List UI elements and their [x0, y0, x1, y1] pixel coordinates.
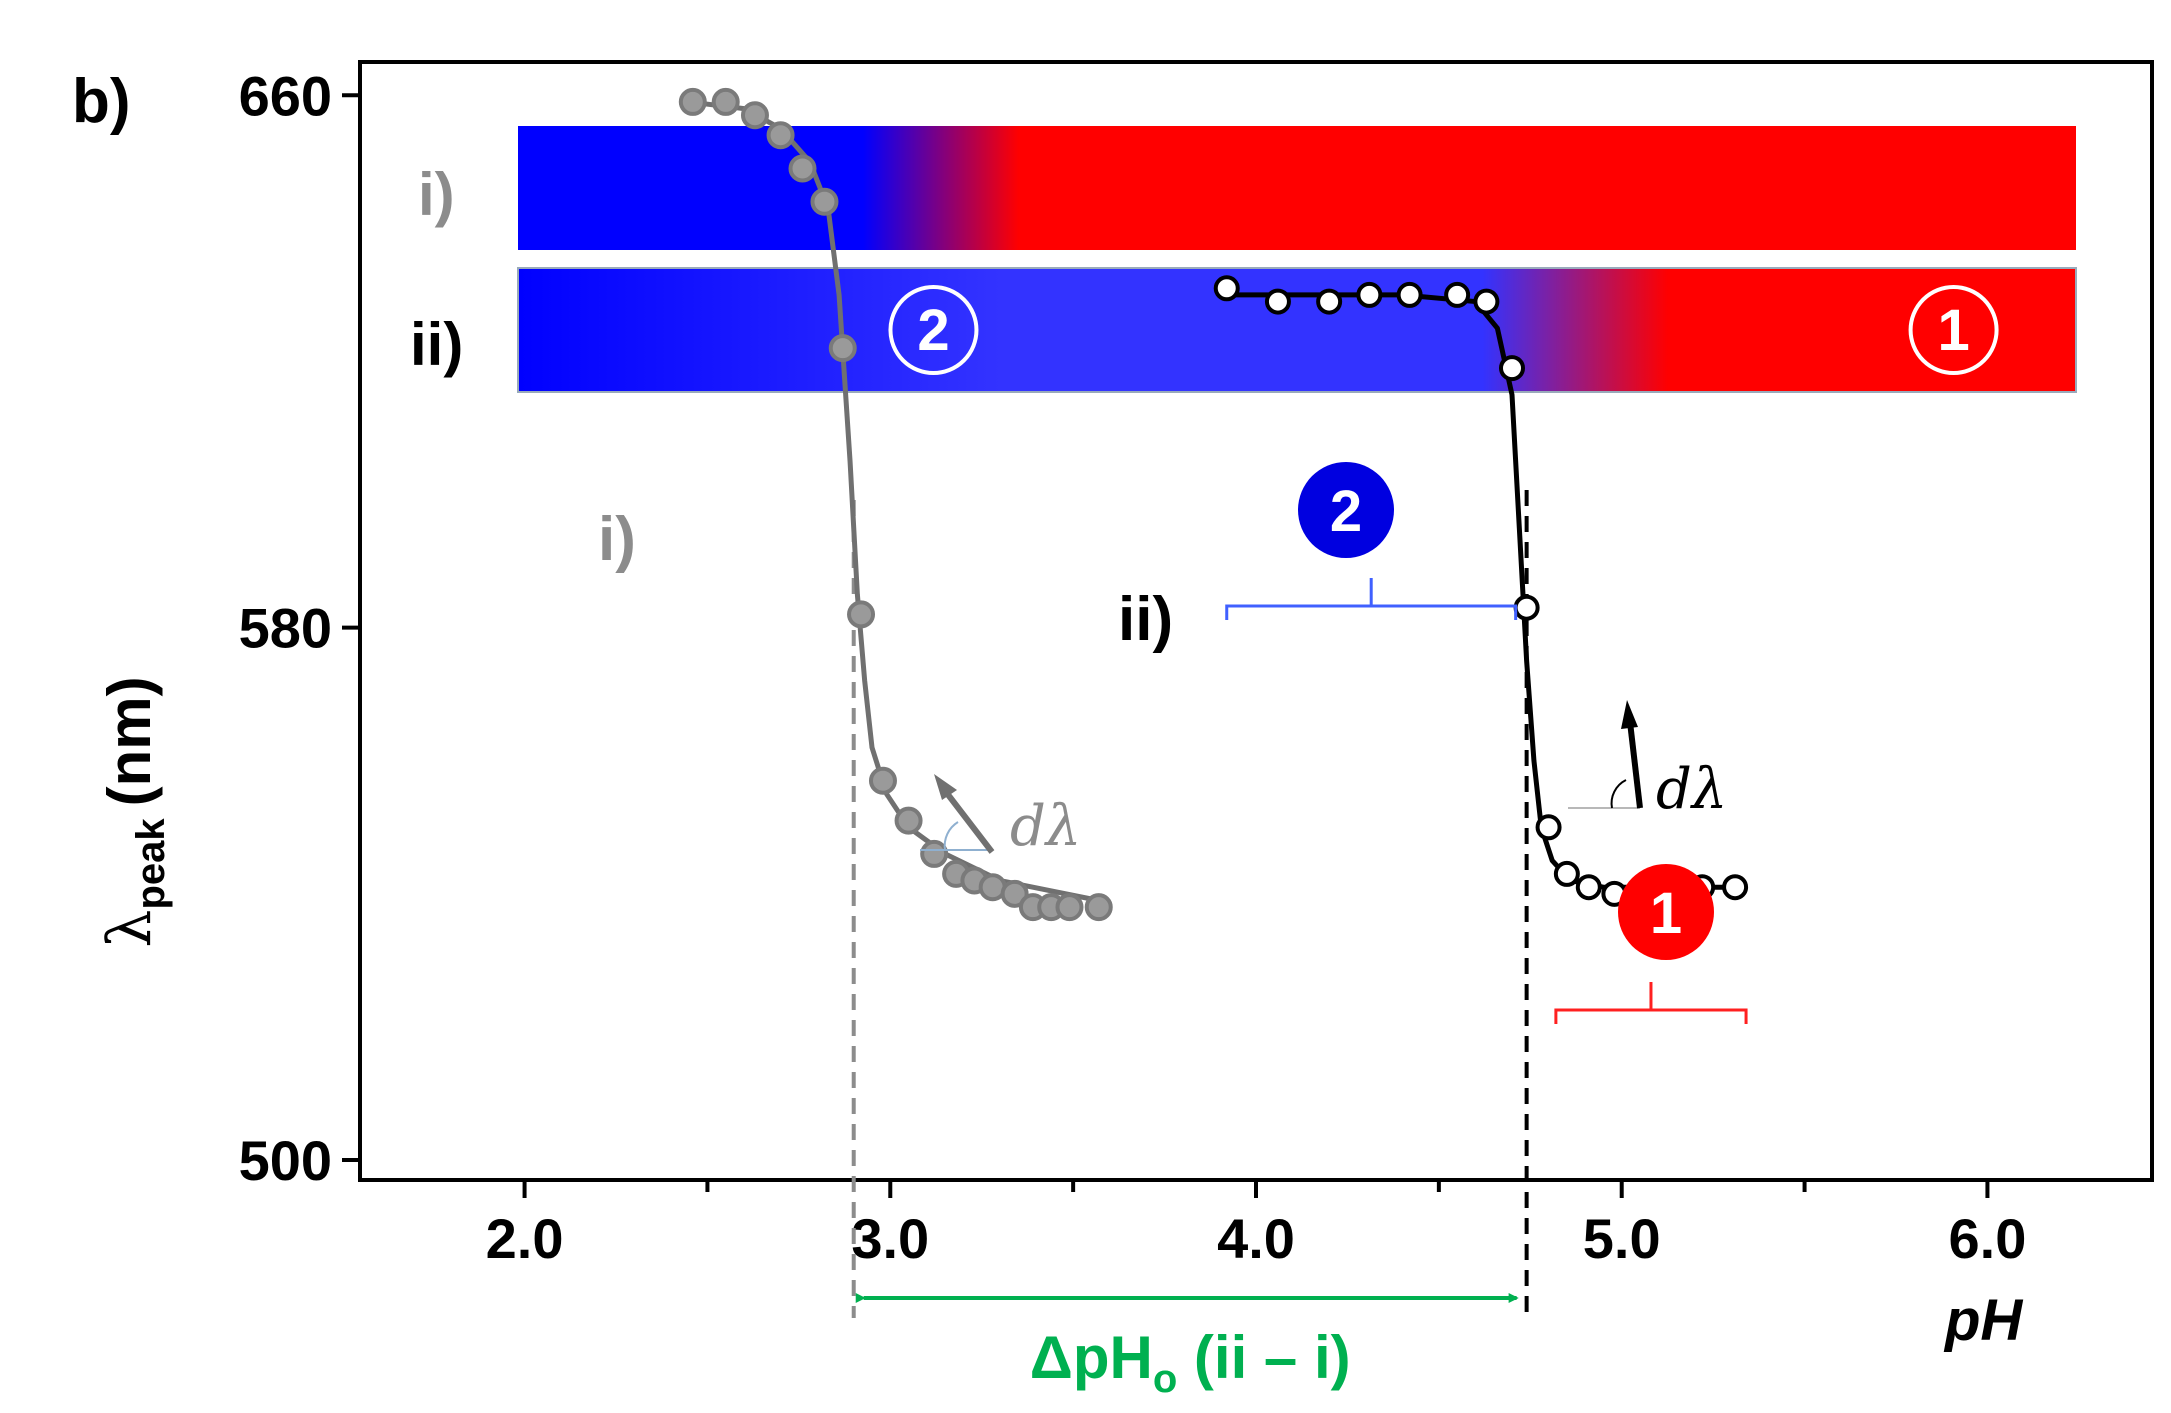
dlambda-i-arrow-shaft: [943, 790, 995, 854]
svg-text:λpeak(nm): λpeak (nm): [95, 676, 173, 947]
series-1-point-7: [1499, 355, 1525, 382]
badge-state-1-text: 1: [1650, 881, 1682, 946]
badge-state-2-text: 2: [1330, 479, 1362, 544]
dlambda-ii-angle-arc: [1610, 779, 1627, 809]
color-bars: i) ii) 2 1: [410, 126, 2077, 393]
series-0-point-5: [810, 187, 839, 216]
dlambda-ii-arrow-shaft: [1627, 721, 1643, 809]
bracket-2-path: [1225, 578, 1518, 620]
bracket-state-2: [1225, 578, 1518, 620]
series-1-point-10: [1553, 860, 1580, 887]
x-tick-label-0: 2.0: [486, 1207, 564, 1270]
badge-state-1: 1: [1618, 864, 1714, 960]
color-bar-badge-1-text: 1: [1937, 298, 1969, 363]
series-0-point-4: [788, 154, 817, 183]
delta-ph-suffix: (ii – i): [1177, 1324, 1350, 1391]
series-0-point-9: [894, 806, 923, 835]
dlambda-annotation-ii: dλ: [1568, 700, 1727, 822]
bracket-1-path: [1554, 982, 1748, 1024]
x-tick-label-4: 6.0: [1948, 1207, 2026, 1270]
series-0-point-14: [1000, 879, 1029, 908]
x-tick-label-2: 4.0: [1217, 1207, 1295, 1270]
series-0-point-1: [711, 87, 740, 116]
series-i-annotation: i): [598, 505, 636, 574]
series-0-point-6: [828, 334, 857, 363]
series-0-point-18: [1084, 893, 1113, 922]
series-1-point-3: [1356, 281, 1383, 308]
series-0-point-17: [1055, 893, 1084, 922]
delta-ph-sub: o: [1153, 1357, 1177, 1401]
y-axis-label: λpeak (nm): [95, 676, 173, 947]
y-tick-label-0: 500: [239, 1129, 332, 1192]
series-1-point-9: [1535, 814, 1562, 841]
color-bar-badge-2-text: 2: [917, 298, 949, 363]
axes: 2.0 3.0 4.0 5.0 6.0 500 580 660: [239, 64, 2027, 1270]
y-label-sub: peak: [129, 818, 173, 910]
x-tick-label-1: 3.0: [851, 1207, 929, 1270]
color-bar-i-label: i): [418, 161, 455, 228]
y-label-lambda: λ: [95, 910, 165, 948]
dlambda-i-text: dλ: [1010, 794, 1081, 859]
y-tick-label-1: 580: [239, 597, 332, 660]
series-1-point-11: [1575, 874, 1602, 901]
dlambda-i-arrow-head: [934, 774, 957, 800]
series-1-point-16: [1722, 874, 1749, 901]
series-0-point-10: [920, 839, 949, 868]
series-0-point-0: [678, 87, 707, 116]
delta-ph-label: ΔpHo (ii – i): [1030, 1324, 1351, 1401]
series-1-point-6: [1473, 288, 1500, 315]
color-bar-badge-1: 1: [1908, 285, 1999, 375]
series-0-point-2: [740, 101, 769, 130]
color-bar-ii-label: ii): [410, 311, 463, 378]
series-0-point-7: [847, 600, 876, 629]
dlambda-i-angle-arc: [943, 821, 959, 851]
series-1-point-1: [1264, 288, 1291, 315]
badge-state-1-circle: [1618, 864, 1714, 960]
color-bar-badge-2: 2: [888, 285, 979, 375]
delta-ph-main: ΔpH: [1030, 1324, 1153, 1391]
panel-label: b): [72, 67, 131, 136]
series-1-point-2: [1316, 288, 1343, 315]
series-i: [678, 87, 1113, 922]
dlambda-ii-arrow-head: [1621, 700, 1638, 729]
dlambda-annotation-i: dλ: [920, 774, 1081, 859]
badge-state-2: 2: [1298, 462, 1394, 558]
bracket-state-1: [1554, 982, 1748, 1024]
y-label-unit: (nm): [96, 676, 163, 806]
series-ii-annotation: ii): [1118, 585, 1173, 654]
x-tick-label-3: 5.0: [1583, 1207, 1661, 1270]
series-0-point-3: [766, 121, 795, 150]
series-1-point-4: [1396, 281, 1423, 308]
x-axis-label: pH: [1943, 1288, 2023, 1353]
color-bar-ii: [517, 267, 2077, 393]
series-1-point-8: [1513, 594, 1540, 621]
badge-state-2-circle: [1298, 462, 1394, 558]
series-1-point-5: [1444, 281, 1471, 308]
color-bar-i: [518, 126, 2076, 250]
series-0-point-8: [868, 766, 897, 795]
y-tick-label-2: 660: [239, 64, 332, 127]
series-1-point-0: [1213, 275, 1240, 302]
dlambda-ii-text: dλ: [1656, 757, 1727, 822]
